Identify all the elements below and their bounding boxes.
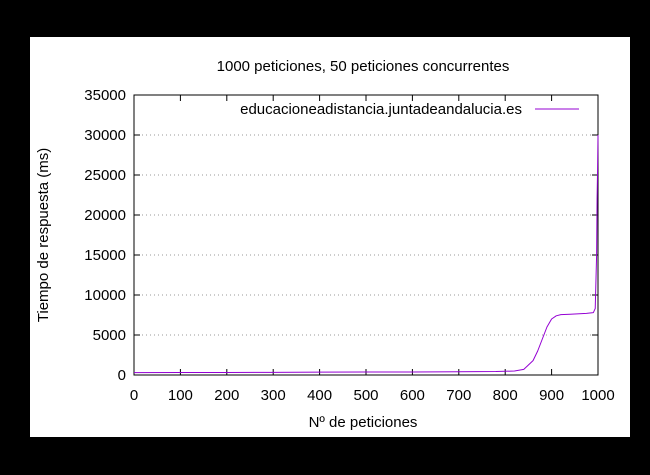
y-tick-label: 10000 (84, 287, 126, 304)
legend-label: educacioneadistancia.juntadeandalucia.es (240, 101, 522, 118)
gridlines (134, 134, 598, 336)
series-group (133, 134, 599, 374)
axis-ticks: 0 5000 10000 15000 20000 25000 30000 35000 0 100 2… (84, 87, 614, 404)
y-tick-label: 0 (118, 367, 126, 384)
y-tick-label: 35000 (84, 87, 126, 104)
x-tick-label: 900 (539, 387, 564, 404)
x-tick-label: 700 (446, 387, 471, 404)
y-tick-label: 30000 (84, 127, 126, 144)
x-tick-label: 400 (307, 387, 332, 404)
legend: educacioneadistancia.juntadeandalucia.es (240, 101, 579, 118)
series-line (133, 134, 599, 374)
plot-frame (133, 94, 599, 376)
x-tick-label: 500 (353, 387, 378, 404)
x-tick-label: 300 (261, 387, 286, 404)
y-axis-label: Tiempo de respuesta (ms) (35, 148, 52, 323)
x-axis-label: Nº de peticiones (309, 414, 418, 431)
y-tick-label: 5000 (93, 327, 126, 344)
x-tick-label: 1000 (581, 387, 614, 404)
chart-area: 1000 peticiones, 50 peticiones concurren… (30, 37, 630, 437)
x-tick-label: 0 (130, 387, 138, 404)
x-tick-label: 800 (493, 387, 518, 404)
x-tick-label: 200 (214, 387, 239, 404)
chart-title: 1000 peticiones, 50 peticiones concurren… (217, 58, 510, 75)
y-tick-label: 25000 (84, 167, 126, 184)
y-tick-label: 20000 (84, 207, 126, 224)
x-tick-label: 100 (168, 387, 193, 404)
y-tick-label: 15000 (84, 247, 126, 264)
line-chart: 1000 peticiones, 50 peticiones concurren… (35, 58, 615, 431)
x-tick-label: 600 (400, 387, 425, 404)
